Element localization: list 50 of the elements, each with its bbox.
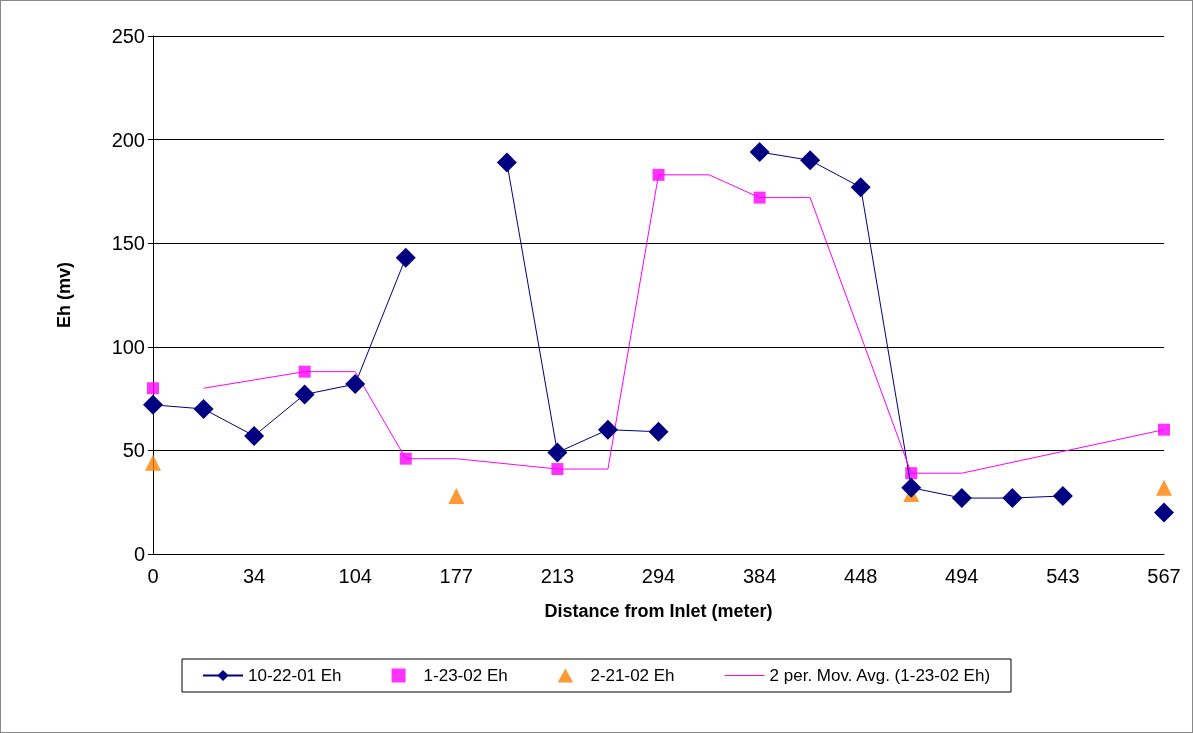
point bbox=[850, 177, 871, 198]
x-tick-label: 104 bbox=[338, 565, 372, 587]
legend-label: 10-22-01 Eh bbox=[248, 666, 342, 685]
point bbox=[1158, 423, 1170, 436]
point bbox=[1154, 502, 1174, 523]
x-tick-label: 294 bbox=[641, 565, 676, 587]
point bbox=[597, 419, 618, 440]
x-tick-label: 494 bbox=[945, 565, 979, 587]
y-tick-label: 0 bbox=[133, 543, 145, 565]
x-tick-label: 177 bbox=[439, 565, 473, 587]
legend-label: 1-23-02 Eh bbox=[423, 666, 508, 685]
y-tick-label: 250 bbox=[111, 25, 145, 47]
point bbox=[800, 150, 821, 171]
point bbox=[753, 191, 766, 204]
point bbox=[294, 384, 315, 405]
point bbox=[399, 452, 412, 465]
x-tick-label: 213 bbox=[540, 565, 575, 587]
point bbox=[147, 382, 159, 395]
point bbox=[145, 454, 161, 471]
point bbox=[193, 398, 214, 419]
point bbox=[652, 168, 665, 181]
point bbox=[448, 487, 465, 504]
legend-label: 2-21-02 Eh bbox=[590, 666, 675, 685]
point bbox=[1052, 485, 1073, 506]
point bbox=[345, 374, 366, 395]
point bbox=[547, 442, 568, 463]
point bbox=[901, 477, 922, 498]
point bbox=[1156, 479, 1172, 496]
x-tick-label: 448 bbox=[844, 565, 878, 587]
x-tick-label: 34 bbox=[242, 565, 266, 587]
x-tick-label: 567 bbox=[1147, 565, 1181, 587]
point bbox=[951, 488, 972, 509]
y-tick-label: 100 bbox=[111, 335, 145, 358]
x-tick-label: 543 bbox=[1046, 565, 1080, 587]
point bbox=[496, 152, 517, 173]
point bbox=[395, 247, 416, 268]
x-tick-label: 0 bbox=[147, 565, 159, 587]
legend-label: 2 per. Mov. Avg. (1-23-02 Eh) bbox=[769, 666, 991, 685]
y-tick-label: 50 bbox=[122, 439, 145, 462]
point bbox=[749, 142, 770, 163]
point bbox=[298, 365, 311, 378]
point bbox=[1002, 488, 1023, 509]
y-axis-title: Eh (mv) bbox=[54, 261, 74, 329]
point bbox=[648, 421, 669, 442]
x-tick-label: 384 bbox=[742, 565, 777, 587]
point bbox=[244, 425, 265, 446]
x-axis-title: Distance from Inlet (meter) bbox=[544, 601, 773, 621]
y-tick-label: 200 bbox=[111, 128, 145, 151]
y-tick-label: 150 bbox=[111, 232, 145, 255]
point bbox=[143, 394, 163, 415]
